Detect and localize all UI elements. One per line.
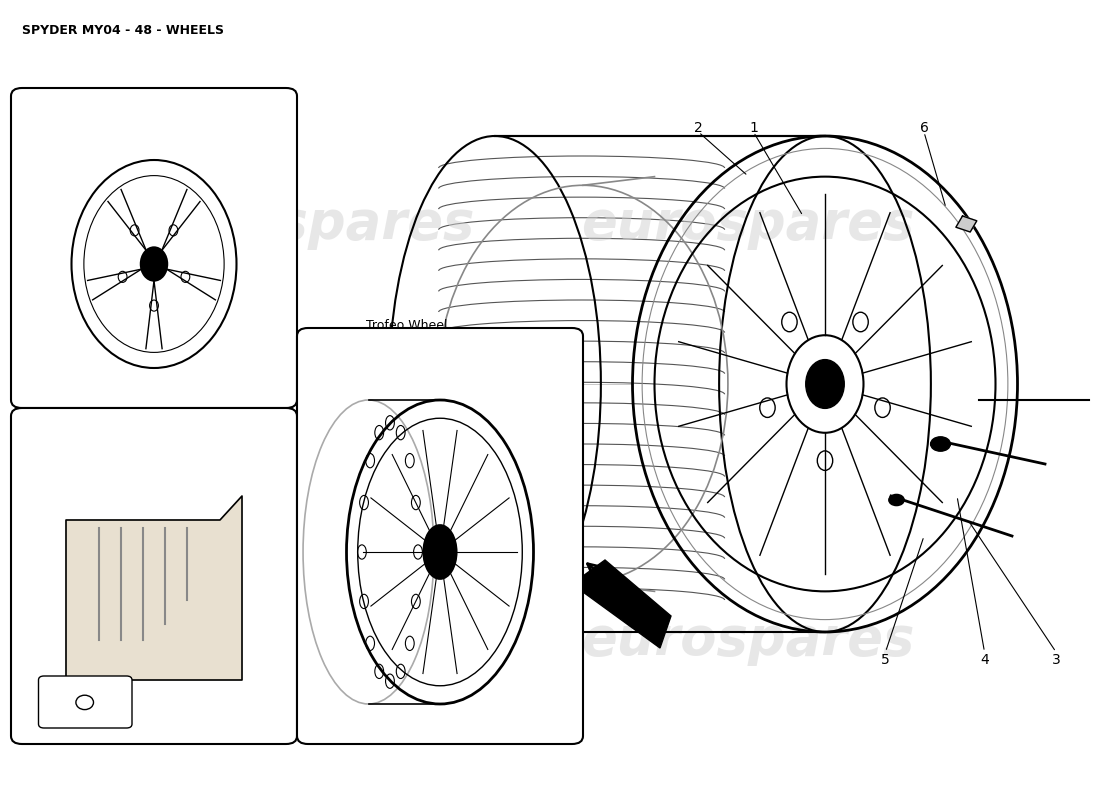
Ellipse shape: [889, 494, 904, 506]
Text: 1: 1: [128, 93, 136, 107]
Text: eurospares: eurospares: [141, 198, 475, 250]
Text: OPTIONAL: OPTIONAL: [103, 408, 183, 422]
Text: 2: 2: [694, 121, 703, 135]
Text: Trofeo Wheel: Trofeo Wheel: [366, 319, 448, 332]
Text: 8: 8: [84, 633, 92, 647]
FancyBboxPatch shape: [297, 328, 583, 744]
FancyArrowPatch shape: [587, 564, 658, 622]
Polygon shape: [572, 560, 671, 648]
Text: SPYDER MY04 - 48 - WHEELS: SPYDER MY04 - 48 - WHEELS: [22, 24, 224, 37]
Ellipse shape: [141, 247, 167, 281]
Text: eurospares: eurospares: [581, 198, 915, 250]
Text: eurospares: eurospares: [581, 614, 915, 666]
Text: 5: 5: [881, 653, 890, 667]
FancyBboxPatch shape: [11, 88, 297, 408]
Text: 0: 0: [320, 701, 329, 715]
Ellipse shape: [931, 437, 950, 451]
Text: 4: 4: [980, 653, 989, 667]
FancyBboxPatch shape: [39, 676, 132, 728]
Text: 1: 1: [749, 121, 758, 135]
Ellipse shape: [424, 525, 456, 579]
Ellipse shape: [805, 360, 845, 408]
Polygon shape: [956, 216, 977, 232]
FancyBboxPatch shape: [11, 408, 297, 744]
Text: 3: 3: [1052, 653, 1060, 667]
Polygon shape: [44, 496, 242, 704]
Text: 7: 7: [89, 341, 98, 355]
Text: 6: 6: [920, 121, 928, 135]
